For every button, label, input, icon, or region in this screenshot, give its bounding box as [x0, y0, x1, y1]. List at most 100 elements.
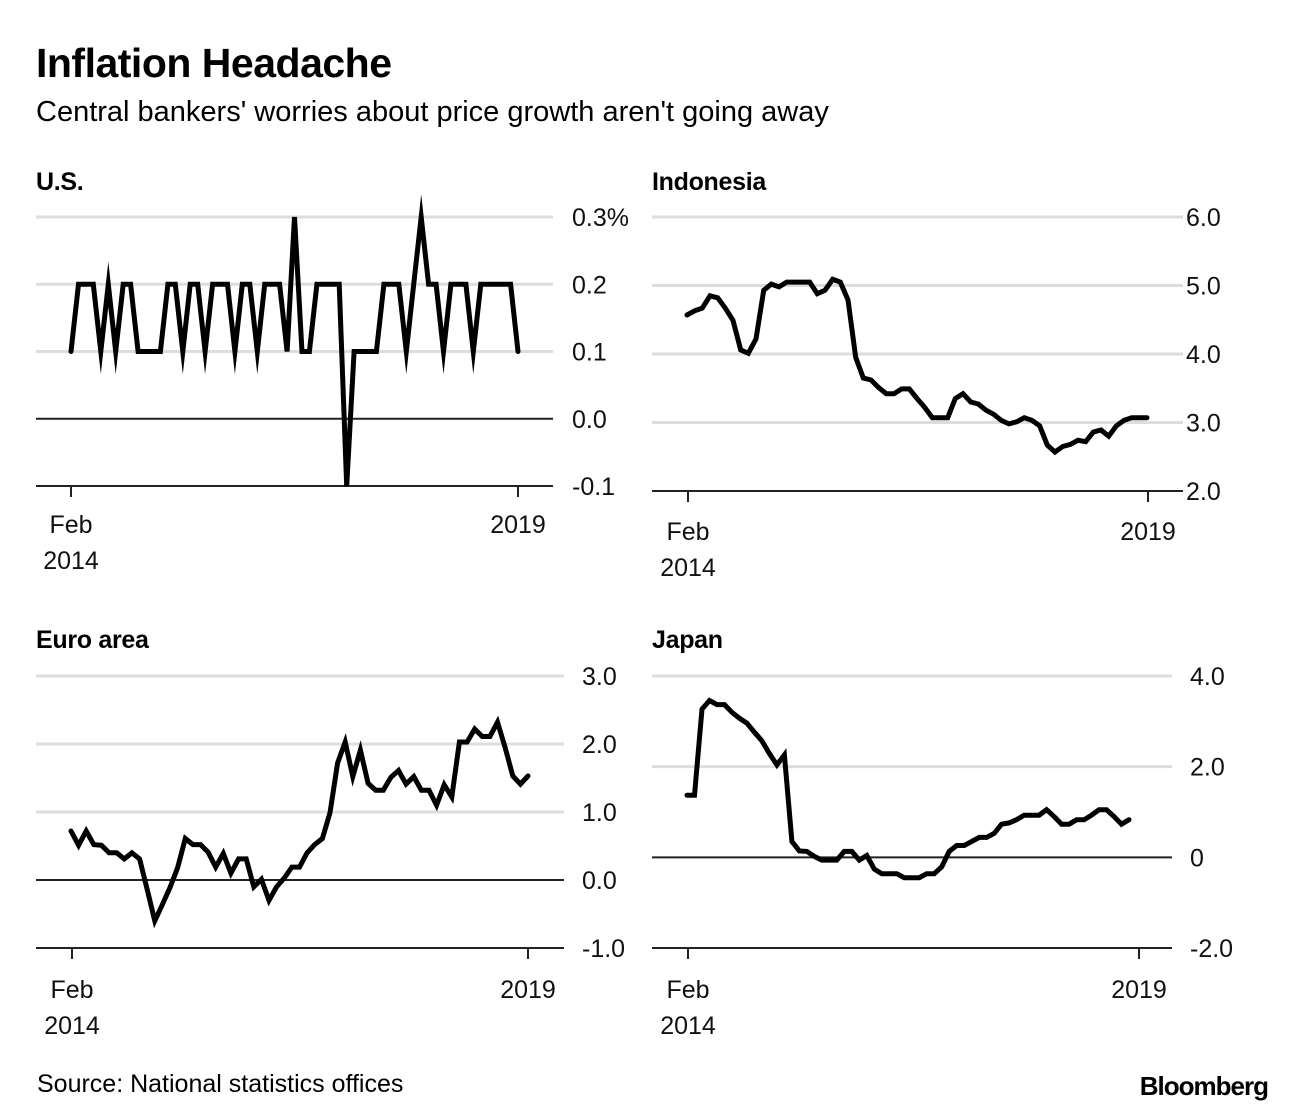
data-point: [114, 850, 119, 855]
data-point: [1104, 807, 1109, 812]
data-point: [168, 885, 173, 890]
data-point: [1053, 449, 1058, 454]
data-point: [746, 351, 751, 356]
data-point: [221, 851, 226, 856]
data-point: [299, 349, 304, 354]
data-point: [69, 349, 74, 354]
data-point: [91, 842, 96, 847]
data-point: [456, 282, 461, 287]
y-tick-label: 0: [1190, 844, 1204, 872]
data-point: [518, 782, 523, 787]
data-point: [930, 415, 935, 420]
data-point: [976, 402, 981, 407]
data-point: [692, 793, 697, 798]
data-point: [804, 849, 809, 854]
data-point: [1082, 817, 1087, 822]
data-point: [1060, 444, 1065, 449]
data-point: [737, 716, 742, 721]
data-point: [1068, 442, 1073, 447]
data-point: [892, 391, 897, 396]
data-point: [1007, 421, 1012, 426]
data-point: [838, 280, 843, 285]
data-point: [259, 877, 264, 882]
data-point: [232, 349, 237, 354]
panel-title-japan: Japan: [652, 626, 723, 654]
data-point: [175, 865, 180, 870]
data-point: [76, 843, 81, 848]
data-point: [508, 282, 513, 287]
data-point: [183, 836, 188, 841]
data-point: [145, 887, 150, 892]
data-point: [228, 871, 233, 876]
data-point: [526, 773, 531, 778]
bloomberg-logo: Bloomberg: [1139, 1071, 1269, 1101]
data-point: [1099, 428, 1104, 433]
x-tick-label-end: 2019: [1120, 518, 1176, 546]
data-point: [495, 720, 500, 725]
data-point: [991, 412, 996, 417]
data-point: [961, 391, 966, 396]
x-tick-label-start: 2014: [43, 547, 99, 575]
data-point: [861, 375, 866, 380]
y-tick-label: 0.0: [572, 406, 607, 434]
data-point: [800, 280, 805, 285]
data-point: [1145, 415, 1150, 420]
data-point: [754, 336, 759, 341]
data-point: [729, 710, 734, 715]
data-point: [731, 318, 736, 323]
data-point: [819, 858, 824, 863]
data-point: [335, 761, 340, 766]
data-point: [388, 775, 393, 780]
x-tick-label-end: 2019: [500, 976, 556, 1004]
data-point: [137, 856, 142, 861]
data-point: [1059, 822, 1064, 827]
data-point: [1030, 418, 1035, 423]
data-point: [1007, 820, 1012, 825]
data-point: [267, 898, 272, 903]
data-point: [767, 751, 772, 756]
data-point: [314, 282, 319, 287]
data-point: [954, 843, 959, 848]
data-point: [329, 282, 334, 287]
data-point: [872, 867, 877, 872]
data-point: [1127, 817, 1132, 822]
data-point: [247, 282, 252, 287]
y-tick-label: 3.0: [1186, 410, 1221, 438]
data-point: [1022, 813, 1027, 818]
data-point: [1074, 817, 1079, 822]
data-point: [1052, 814, 1057, 819]
x-tick-label-start: 2014: [660, 1012, 716, 1040]
data-point: [834, 858, 839, 863]
data-point: [1014, 817, 1019, 822]
data-point: [277, 282, 282, 287]
data-point: [503, 745, 508, 750]
data-point: [1089, 813, 1094, 818]
data-point: [846, 297, 851, 302]
data-point: [953, 396, 958, 401]
y-tick-label: 0.2: [572, 271, 607, 299]
data-point: [358, 748, 363, 753]
data-point: [198, 842, 203, 847]
data-point: [419, 788, 424, 793]
data-point: [381, 282, 386, 287]
data-point: [190, 842, 195, 847]
data-point: [789, 839, 794, 844]
data-point: [297, 865, 302, 870]
data-point: [999, 822, 1004, 827]
data-point: [106, 282, 111, 287]
data-point: [879, 871, 884, 876]
data-point: [685, 312, 690, 317]
y-tick-label: 2.0: [1190, 754, 1225, 782]
data-point: [516, 349, 521, 354]
data-point: [285, 349, 290, 354]
data-point: [98, 349, 103, 354]
panel-japan: 4.0 2.0 0 -2.0 Feb 2014 2019: [652, 663, 1233, 1040]
data-point: [857, 858, 862, 863]
data-point: [812, 854, 817, 859]
data-point: [761, 288, 766, 293]
data-point: [992, 831, 997, 836]
data-point: [129, 850, 134, 855]
series-line-euro: [68, 715, 531, 929]
data-point: [493, 282, 498, 287]
data-point: [977, 835, 982, 840]
